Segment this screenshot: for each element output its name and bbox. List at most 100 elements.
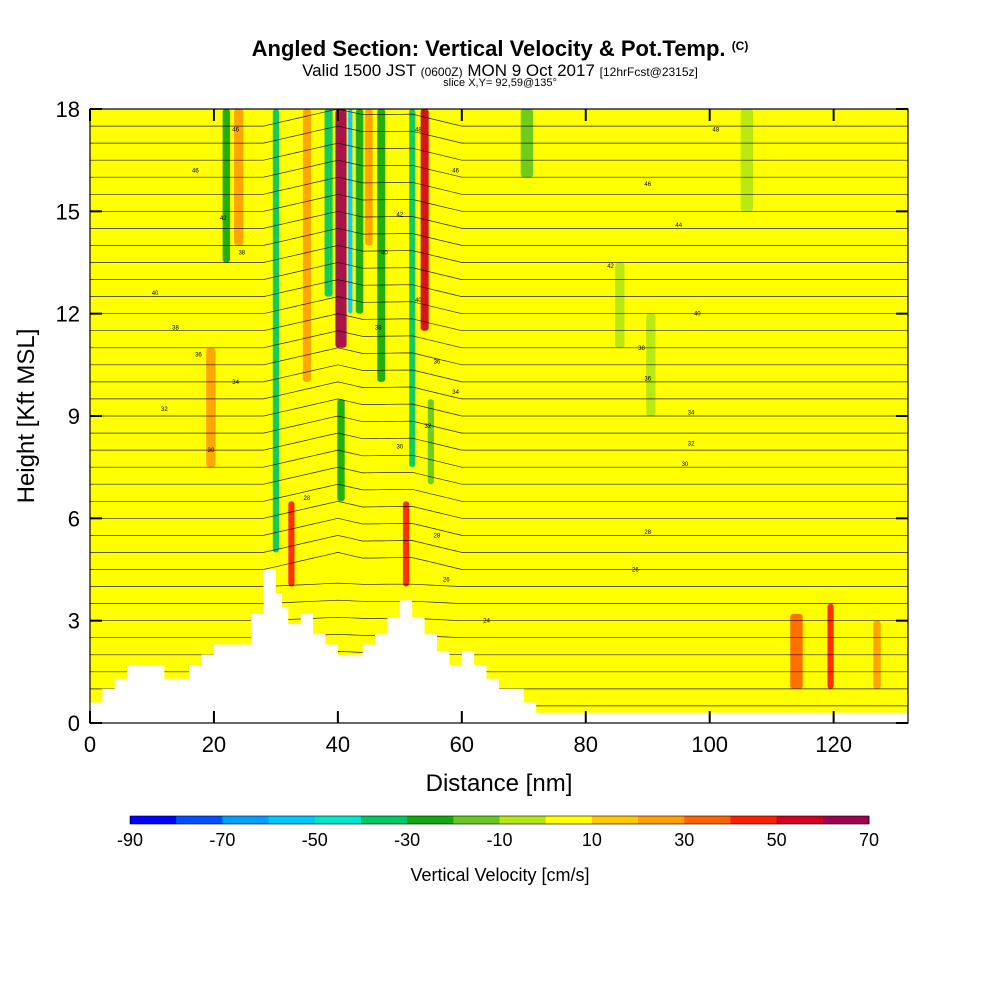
velocity-feature [324, 109, 333, 297]
contour-label: 42 [397, 213, 404, 219]
y-tick-label: 15 [56, 199, 80, 224]
colorbar-swatch [360, 816, 408, 824]
velocity-feature [272, 109, 280, 553]
colorbar-swatch [684, 816, 731, 824]
contour-label: 26 [632, 568, 639, 574]
colorbar-tick-label: -10 [486, 830, 512, 850]
contour-label: 28 [644, 530, 651, 536]
contour-line [90, 109, 908, 110]
contour-label: 26 [443, 578, 450, 584]
contour-label: 32 [424, 424, 431, 430]
contour-line [90, 228, 908, 246]
colorbar-swatch [222, 816, 270, 824]
contour-line [90, 582, 908, 587]
contour-label: 46 [232, 127, 239, 133]
contour-label: 36 [644, 376, 651, 382]
colorbar-tick-label: -90 [117, 830, 143, 850]
contour-label: 40 [152, 291, 159, 297]
colorbar-swatch [130, 816, 177, 824]
colorbar-tick-label: -30 [394, 830, 420, 850]
colorbar-swatch [545, 816, 593, 824]
contour-label: 46 [644, 182, 651, 188]
colorbar-swatch [499, 816, 547, 824]
colorbar-tick-label: 70 [859, 830, 879, 850]
chart-subtitle: Valid 1500 JST (0600Z) MON 9 Oct 2017 [1… [0, 61, 1000, 81]
colorbar-label: Vertical Velocity [cm/s] [410, 865, 589, 885]
contour-label: 36 [195, 353, 202, 359]
contour-label: 28 [304, 496, 311, 502]
contour-label: 42 [220, 216, 227, 222]
contour-label: 30 [397, 445, 404, 451]
colorbar-swatch [822, 816, 870, 824]
contour-label: 34 [688, 411, 695, 417]
contour-line [90, 535, 908, 553]
contour-label: 38 [172, 325, 179, 331]
contour-line [90, 109, 908, 127]
contour-line [90, 552, 908, 570]
colorbar-swatch [591, 816, 639, 824]
velocity-feature [288, 501, 295, 587]
colorbar-tick-label: -70 [209, 830, 235, 850]
velocity-feature [206, 347, 216, 468]
colorbar-swatch [453, 816, 500, 824]
contour-label: 38 [238, 250, 245, 256]
contour-label: 32 [688, 441, 695, 447]
contour-label: 36 [434, 359, 441, 365]
x-tick-label: 0 [84, 732, 96, 757]
colorbar-swatch [176, 816, 223, 824]
velocity-feature [377, 109, 386, 382]
x-tick-label: 120 [815, 732, 852, 757]
contour-line [90, 347, 908, 366]
velocity-feature [355, 109, 364, 314]
contour-label: 30 [682, 462, 689, 468]
contour-label: 46 [452, 168, 459, 174]
colorbar-swatch [776, 816, 824, 824]
contour-line [90, 296, 908, 315]
colorbar-tick-label: -50 [302, 830, 328, 850]
contour-label: 34 [452, 390, 459, 396]
contour-label: 40 [694, 312, 701, 318]
contour-label: 40 [415, 298, 422, 304]
contour-line [90, 381, 908, 400]
contour-label: 24 [483, 619, 490, 625]
y-axis-label: Height [Kft MSL] [13, 329, 40, 504]
slice-label: slice X,Y= 92,59@135° [443, 77, 557, 89]
plot-area: 46 46 42 38 40 38 36 34 32 30 28 48 46 42 40 40 38 36 34 32… [90, 109, 908, 723]
velocity-feature [337, 398, 345, 502]
contour-line [90, 193, 908, 212]
contour-label: 44 [675, 223, 682, 229]
contour-line [90, 279, 908, 297]
colorbar-frame [129, 815, 870, 825]
contour-label: 48 [713, 127, 720, 133]
contour-line [90, 159, 908, 178]
contour-line [90, 599, 908, 604]
velocity-feature [420, 109, 429, 331]
valid-time: Valid 1500 JST [302, 61, 416, 80]
contour-line [90, 398, 908, 417]
x-tick-label: 60 [450, 732, 474, 757]
velocity-feature [348, 109, 353, 314]
velocity-feature [790, 613, 803, 689]
contour-line [90, 313, 908, 332]
contour-line [90, 616, 908, 622]
y-tick-label: 6 [68, 506, 80, 531]
contour-label: 46 [192, 168, 199, 174]
contour-line [90, 176, 908, 195]
contour-line [90, 633, 908, 639]
contour-line [90, 364, 908, 383]
y-tick-label: 18 [56, 97, 80, 122]
velocity-feature [365, 109, 373, 246]
colorbar-swatch [268, 816, 316, 824]
x-tick-label: 100 [691, 732, 728, 757]
contour-line [90, 483, 908, 502]
contour-label: 40 [381, 250, 388, 256]
contour-line [90, 415, 908, 434]
contour-label: 28 [434, 533, 441, 539]
colorbar-swatch [638, 816, 685, 824]
contour-label: 34 [232, 380, 239, 386]
colorbar-swatch [314, 816, 362, 824]
colorbar-swatch [407, 816, 454, 824]
x-axis-label: Distance [nm] [426, 770, 573, 797]
velocity-feature [222, 109, 231, 263]
